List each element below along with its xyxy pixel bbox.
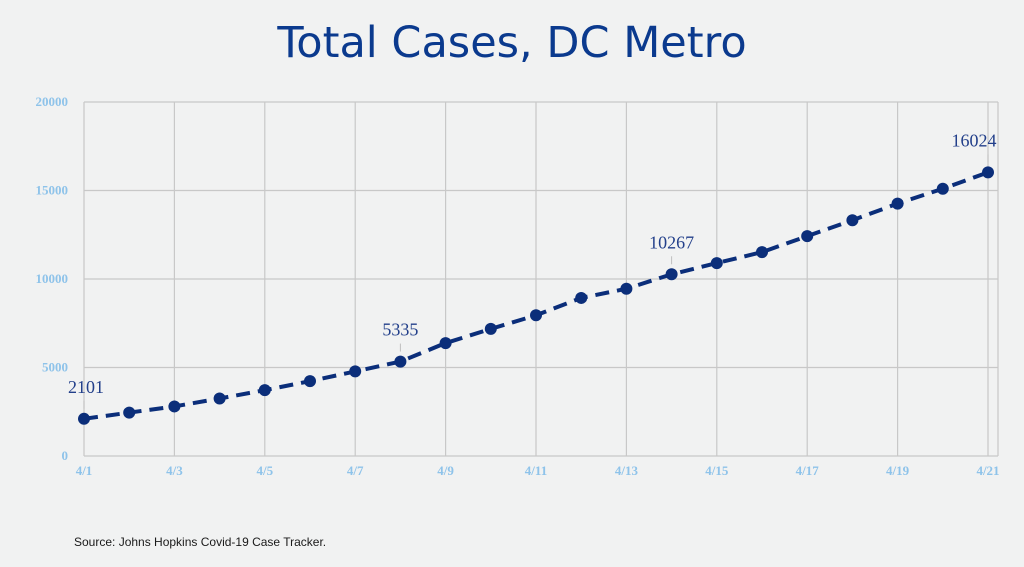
y-tick-label: 5000 (42, 360, 68, 375)
data-point (213, 392, 226, 405)
axis-layer: 0 5000 10000 15000 20000 4/1 4/3 4/5 4/7 4/9 4/11 4… (36, 94, 1000, 478)
data-point (801, 230, 814, 243)
data-point (123, 406, 136, 419)
data-point (620, 282, 633, 295)
data-point (530, 309, 542, 322)
series-layer (78, 166, 994, 425)
data-point (891, 197, 904, 210)
y-tick-label: 10000 (36, 271, 69, 286)
chart-title: Total Cases, DC Metro (277, 18, 747, 68)
data-point (575, 291, 588, 304)
x-tick-label: 4/13 (615, 463, 639, 478)
data-point (394, 355, 407, 368)
data-point (258, 384, 271, 397)
x-tick-label: 4/17 (796, 463, 820, 478)
x-tick-label: 4/19 (886, 463, 910, 478)
data-point (665, 268, 678, 281)
x-tick-label: 4/15 (705, 463, 729, 478)
data-point (846, 214, 859, 227)
y-tick-label: 20000 (36, 94, 69, 109)
data-point (304, 375, 316, 388)
x-tick-label: 4/5 (256, 463, 273, 478)
x-tick-label: 4/1 (76, 463, 93, 478)
source-note: Source: Johns Hopkins Covid-19 Case Trac… (74, 535, 327, 549)
data-point (710, 257, 723, 270)
data-point (349, 365, 362, 378)
x-tick-label: 4/7 (347, 463, 364, 478)
data-point (936, 182, 949, 195)
data-label: 2101 (68, 377, 104, 397)
data-label: 16024 (952, 130, 997, 150)
grid-layer (83, 101, 999, 457)
data-point (168, 400, 181, 413)
data-point (756, 246, 768, 259)
data-point (78, 412, 90, 425)
x-tick-label: 4/11 (525, 463, 547, 478)
data-label: 5335 (382, 320, 418, 340)
y-tick-label: 0 (62, 448, 69, 463)
x-tick-label: 4/3 (166, 463, 183, 478)
x-tick-label: 4/21 (976, 463, 999, 478)
label-layer: 2101 5335 10267 16024 (68, 130, 997, 409)
data-point (982, 166, 994, 179)
x-tick-label: 4/9 (437, 463, 454, 478)
data-label: 10267 (649, 232, 694, 252)
data-point (484, 322, 497, 335)
data-point (439, 337, 452, 350)
y-tick-label: 15000 (36, 183, 69, 198)
